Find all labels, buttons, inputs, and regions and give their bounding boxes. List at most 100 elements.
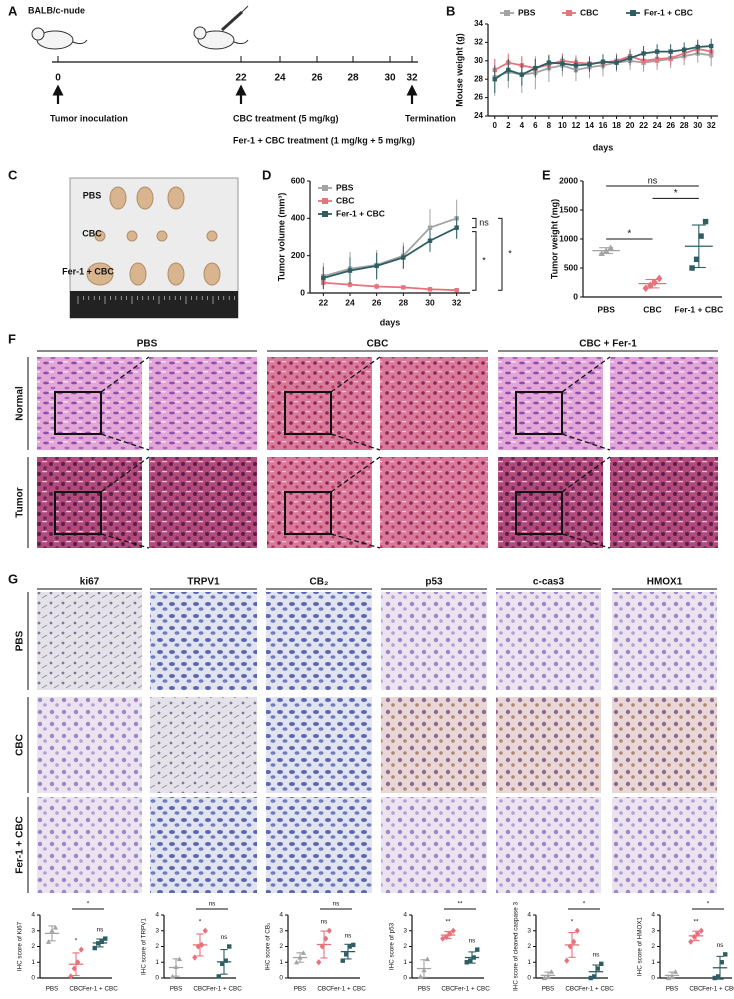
y-tick-label: 3 [651,927,655,934]
legend-swatch [630,10,636,16]
data-point [475,947,480,952]
x-tick-label: 16 [599,121,608,130]
column-header: p53 [425,577,443,588]
x-tick-label: Fer-1 + CBC [578,986,614,993]
data-point [447,930,453,938]
ihc-image [496,797,601,893]
data-point [49,928,55,933]
data-point [169,973,176,979]
x-tick-label: Fer-1 + CBC [330,986,366,993]
y-tick-label: 0 [403,975,407,982]
significance-label: ns [469,937,477,944]
data-point [702,218,709,225]
y-tick-label: 3 [403,927,407,934]
y-tick-label: 4 [279,912,283,919]
x-axis-label: days [593,142,614,152]
x-tick-label: PBS [294,986,307,993]
data-point [319,943,325,950]
data-point [227,944,232,949]
histology-zoom [610,357,718,450]
tumor [203,262,221,286]
y-tick-label: 2 [403,943,407,950]
y-tick-label: 0 [31,975,35,982]
significance-label: * [87,901,90,908]
data-point [427,225,433,230]
significance-label: * [482,255,486,265]
tumor [167,186,185,210]
tumor [129,262,147,286]
significance-label: * [583,901,586,908]
data-point [401,285,406,290]
timeline-tick-label: 24 [274,73,286,84]
significance-label: ns [97,926,105,933]
y-tick-label: 600 [291,175,305,185]
y-axis-label: Tumor weight (mg) [549,199,559,279]
significance-label: ns [717,942,725,949]
ihc-image [612,592,717,690]
data-point [75,959,81,966]
significance-bracket [472,217,477,229]
y-axis-label: IHC score of TRPV1 [141,918,148,975]
data-point [651,278,658,287]
significance-label: ** [693,918,699,925]
x-tick-label: 28 [399,297,409,307]
y-tick-label: 200 [291,250,305,260]
tumor [109,186,127,210]
data-point [691,933,697,941]
data-point [347,944,352,949]
data-point [564,957,570,964]
row-label: CBC [15,734,26,756]
zoom-line [330,533,381,549]
significance-label: * [75,937,78,944]
zoom-line [100,456,150,493]
photo-row-label: CBC [82,228,102,238]
data-point [598,250,605,257]
data-point [374,263,379,269]
y-tick-label: 2 [155,943,159,950]
legend-swatch [322,185,328,191]
event-label: Termination [405,113,456,123]
data-point [614,60,619,65]
y-axis-label: Mouse weight (g) [454,33,464,107]
panel-letter: B [446,3,455,18]
zoom-line [100,433,150,451]
panel-letter: F [8,331,16,346]
y-tick-label: 1500 [559,204,578,214]
data-point [326,927,332,934]
y-tick-label: 1 [279,959,283,966]
data-point [695,930,701,938]
significance-bracket [472,231,477,291]
y-tick-label: 4 [155,912,159,919]
data-point [173,964,179,970]
significance-label: * [571,918,574,925]
y-tick-label: 4 [31,912,35,919]
data-point [571,938,577,945]
ihc-image [381,797,487,893]
data-point [698,233,704,239]
y-tick-label: 3 [527,927,531,934]
tumor [86,262,114,286]
column-header: CBC + Fer-1 [579,339,637,350]
data-point [595,966,600,971]
x-tick-label: Fer-1 + CBC [702,986,734,993]
data-point [600,59,606,64]
y-tick-label: 3 [31,927,35,934]
data-point [468,958,473,963]
data-point [546,60,552,65]
data-point [574,927,580,934]
legend-swatch [504,10,510,16]
series-line [323,217,457,278]
row-label: Tumor [15,487,26,517]
data-point [712,975,717,981]
ihc-image [381,592,487,690]
y-tick-label: 1 [527,959,531,966]
data-point [99,939,104,944]
inset-box [515,391,563,435]
panel-letter: G [8,571,18,586]
y-axis-label: IHC score of cleaved caspase 3 [513,902,520,991]
x-tick-label: 24 [653,121,662,130]
event-label: Fer-1 + CBC treatment (1 mg/kg + 5 mg/kg… [233,135,415,145]
data-point [71,965,77,972]
y-tick-label: 0 [300,287,305,297]
significance-label: ns [345,933,353,940]
